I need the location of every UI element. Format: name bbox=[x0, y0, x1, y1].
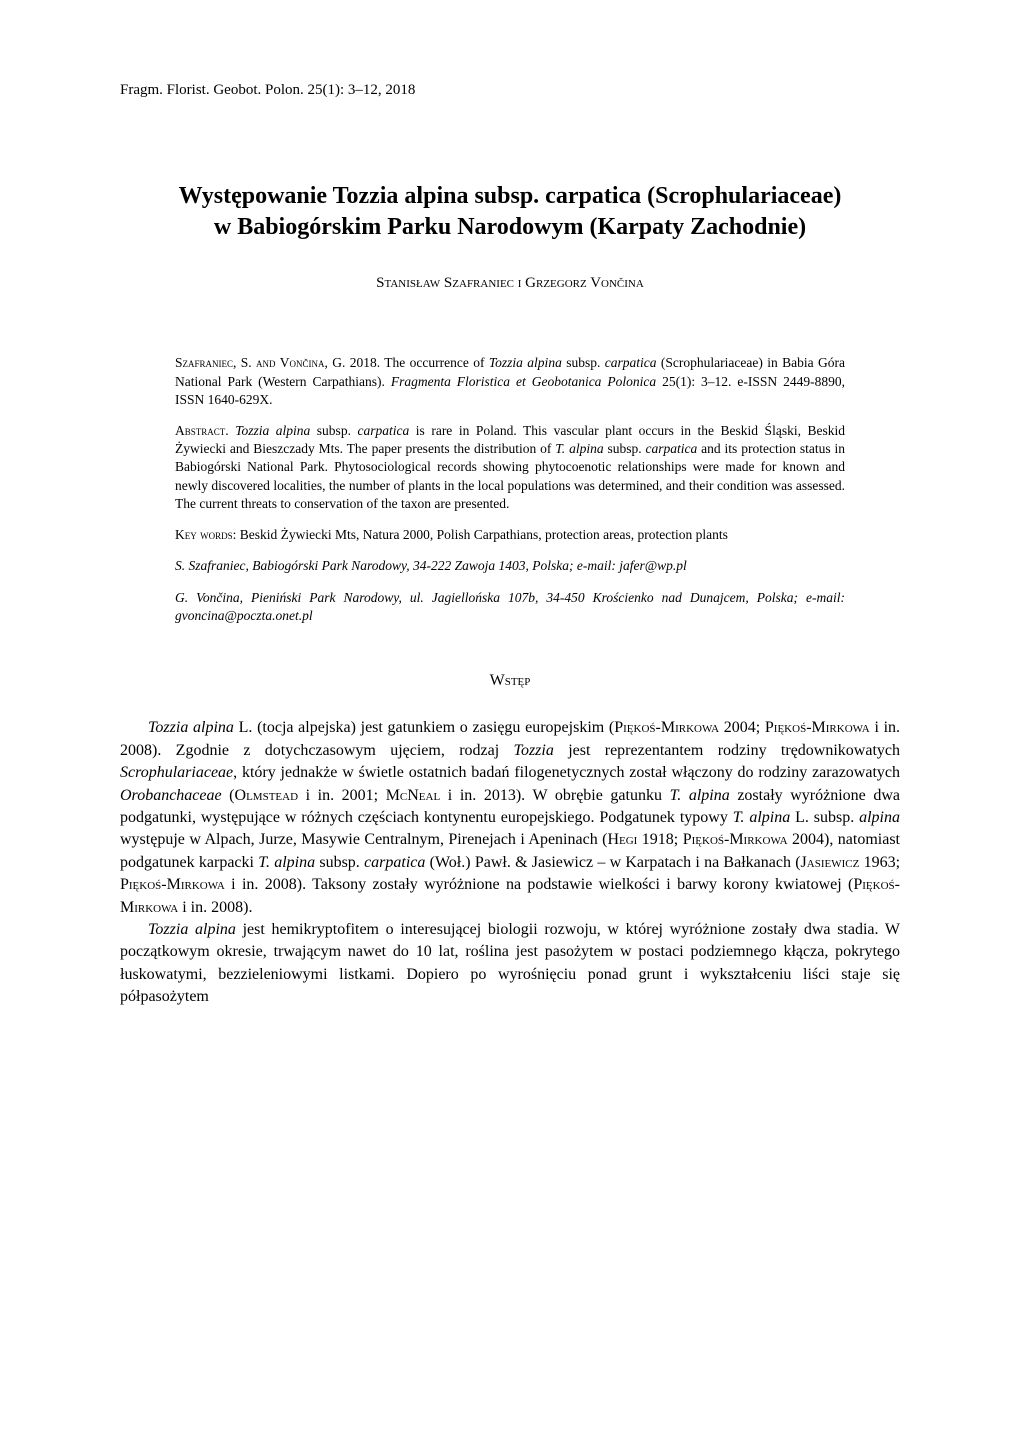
p1-sc2: Piękoś-Mirkowa bbox=[765, 719, 870, 736]
p1-t14: subsp. bbox=[315, 854, 364, 871]
p1-t5: , który jednakże w świetle ostatnich bad… bbox=[233, 764, 900, 781]
p1-sc5: Hegi bbox=[607, 831, 637, 848]
keywords-text: : Beskid Żywiecki Mts, Natura 2000, Poli… bbox=[233, 527, 728, 542]
citation-year: 2018 bbox=[350, 355, 377, 370]
title-line-1: Występowanie Tozzia alpina subsp. carpat… bbox=[179, 183, 842, 209]
citation-pre: . The occurrence of bbox=[377, 355, 489, 370]
citation-authors: Szafraniec, S. and Vončina, G. bbox=[175, 355, 345, 370]
p1-t4: jest reprezentantem rodziny trędownikowa… bbox=[554, 742, 900, 759]
citation-taxon-1: Tozzia alpina bbox=[489, 355, 562, 370]
abstract-it2: carpatica bbox=[357, 423, 409, 438]
p1-it2: Tozzia bbox=[514, 742, 554, 759]
p2-it1: Tozzia alpina bbox=[148, 921, 236, 938]
citation-paragraph: Szafraniec, S. and Vončina, G. 2018. The… bbox=[175, 354, 845, 409]
body-text: Tozzia alpina L. (tocja alpejska) jest g… bbox=[120, 717, 900, 1008]
p1-t1: L. (tocja alpejska) jest gatunkiem o zas… bbox=[234, 719, 614, 736]
section-heading-wstep: Wstęp bbox=[120, 670, 900, 692]
affiliation-2: G. Vončina, Pieniński Park Narodowy, ul.… bbox=[175, 589, 845, 625]
abstract-t1: subsp. bbox=[310, 423, 357, 438]
authors: Stanisław Szafraniec i Grzegorz Vončina bbox=[120, 273, 900, 294]
journal-reference: Fragm. Florist. Geobot. Polon. 25(1): 3–… bbox=[120, 80, 900, 101]
affiliation-1: S. Szafraniec, Babiogórski Park Narodowy… bbox=[175, 557, 845, 575]
abstract-it3: T. alpina bbox=[555, 441, 603, 456]
p1-it1: Tozzia alpina bbox=[148, 719, 234, 736]
abstract-pre: . bbox=[225, 423, 235, 438]
keywords-paragraph: Key words: Beskid Żywiecki Mts, Natura 2… bbox=[175, 526, 845, 544]
p1-sc8: Piękoś-Mirkowa bbox=[120, 876, 225, 893]
p1-it3: Scrophulariaceae bbox=[120, 764, 233, 781]
p1-sc7: Jasiewicz bbox=[801, 854, 860, 871]
p1-t16: 1963; bbox=[859, 854, 900, 871]
p2-t1: jest hemikryptofitem o interesującej bio… bbox=[120, 921, 900, 1005]
p1-t10: L. subsp. bbox=[790, 809, 859, 826]
citation-taxon-2: carpatica bbox=[605, 355, 657, 370]
citation-journal: Fragmenta Floristica et Geobotanica Polo… bbox=[391, 374, 656, 389]
abstract-paragraph: Abstract. Tozzia alpina subsp. carpatica… bbox=[175, 422, 845, 513]
abstract-label: Abstract bbox=[175, 423, 225, 438]
keywords-label: Key words bbox=[175, 527, 233, 542]
p1-t2: 2004; bbox=[719, 719, 765, 736]
p1-it5: T. alpina bbox=[670, 787, 730, 804]
p1-it8: T. alpina bbox=[258, 854, 315, 871]
p1-t18: i in. 2008). bbox=[178, 899, 252, 916]
p1-sc4: McNeal bbox=[386, 787, 441, 804]
abstract-it1: Tozzia alpina bbox=[235, 423, 310, 438]
p1-sc3: Olmstead bbox=[235, 787, 299, 804]
p1-t12: 1918; bbox=[637, 831, 682, 848]
p1-it6: T. alpina bbox=[733, 809, 791, 826]
p1-it9: carpatica bbox=[364, 854, 425, 871]
article-title: Występowanie Tozzia alpina subsp. carpat… bbox=[120, 181, 900, 243]
abstract-t3: subsp. bbox=[604, 441, 646, 456]
p1-sc1: Piękoś-Mirkowa bbox=[614, 719, 719, 736]
citation-mid: subsp. bbox=[562, 355, 605, 370]
p1-t6: ( bbox=[222, 787, 235, 804]
paragraph-1: Tozzia alpina L. (tocja alpejska) jest g… bbox=[120, 717, 900, 919]
abstract-it4: carpatica bbox=[646, 441, 698, 456]
p1-it7: alpina bbox=[859, 809, 900, 826]
p1-t7: i in. 2001; bbox=[298, 787, 386, 804]
title-line-2: w Babiogórskim Parku Narodowym (Karpaty … bbox=[214, 214, 806, 240]
p1-t11: występuje w Alpach, Jurze, Masywie Centr… bbox=[120, 831, 607, 848]
paragraph-2: Tozzia alpina jest hemikryptofitem o int… bbox=[120, 919, 900, 1009]
p1-sc6: Piękoś-Mirkowa bbox=[683, 831, 788, 848]
abstract-block: Szafraniec, S. and Vončina, G. 2018. The… bbox=[175, 354, 845, 625]
p1-t15: (Woł.) Pawł. & Jasiewicz – w Karpatach i… bbox=[425, 854, 800, 871]
p1-t8: i in. 2013). W obrębie gatunku bbox=[440, 787, 669, 804]
p1-t17: i in. 2008). Taksony zostały wyróżnione … bbox=[225, 876, 854, 893]
p1-it4: Orobanchaceae bbox=[120, 787, 222, 804]
